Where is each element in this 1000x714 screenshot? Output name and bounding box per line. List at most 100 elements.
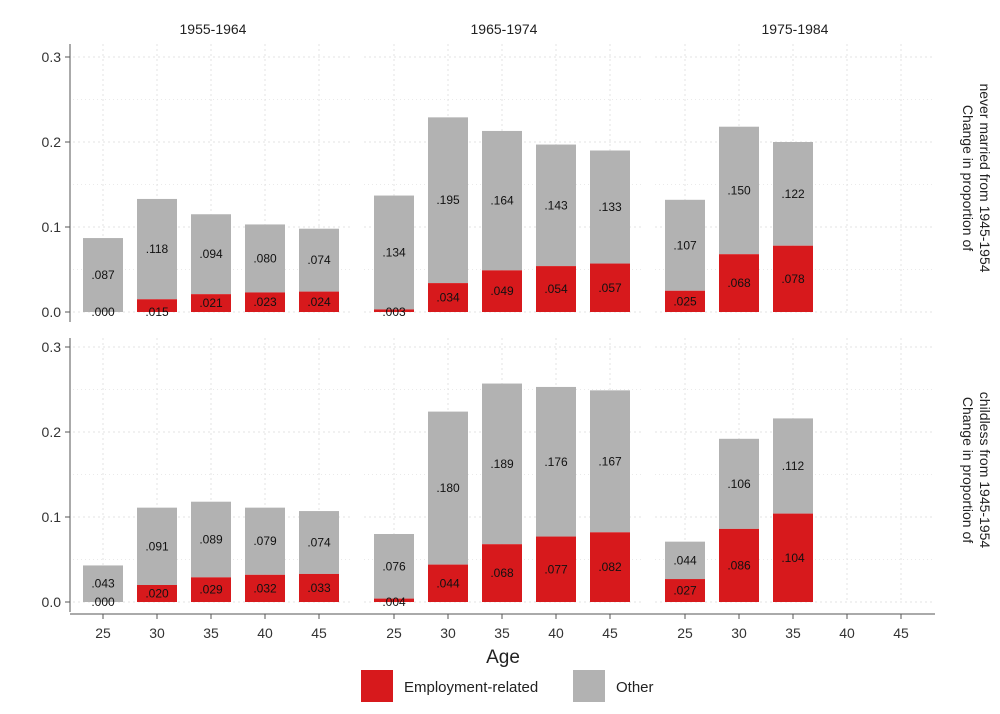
- data-label-other: .150: [727, 183, 751, 197]
- bar-segment-employment: [137, 585, 177, 602]
- y-axis-tick-label: 0.0: [42, 594, 62, 610]
- data-label-other: .044: [673, 553, 697, 567]
- data-label-other: .164: [490, 194, 514, 208]
- bar-segment-employment: [773, 513, 813, 602]
- data-label-other: .107: [673, 238, 697, 252]
- data-label-other: .118: [146, 242, 169, 256]
- bar-segment-other: [665, 199, 705, 291]
- data-label-other: .074: [307, 536, 331, 550]
- data-label-other: .134: [382, 246, 406, 260]
- data-label-employment: .020: [145, 587, 169, 601]
- facet-column-header: 1965-1974: [471, 21, 538, 37]
- data-label-other: .112: [782, 459, 805, 473]
- bar-segment-other: [299, 228, 339, 292]
- data-label-employment: .023: [253, 295, 277, 309]
- bar-segment-other: [374, 195, 414, 310]
- bar-segment-employment: [773, 245, 813, 312]
- data-label-employment: .024: [307, 295, 331, 309]
- bar-segment-other: [665, 541, 705, 580]
- x-axis-tick-label: 45: [893, 625, 909, 641]
- x-axis-tick-label: 30: [149, 625, 165, 641]
- data-label-other: .133: [598, 200, 622, 214]
- bar-segment-other: [482, 130, 522, 271]
- bar-segment-employment: [245, 292, 285, 312]
- data-label-other: .143: [544, 198, 568, 212]
- bar-segment-employment: [719, 254, 759, 312]
- data-label-employment: .004: [382, 595, 406, 609]
- data-label-employment: .021: [199, 296, 223, 310]
- data-label-other: .089: [199, 533, 223, 547]
- bar-segment-employment: [665, 290, 705, 312]
- bar-segment-employment: [719, 528, 759, 602]
- legend-label-other: Other: [616, 679, 654, 696]
- bar-segment-employment: [665, 579, 705, 602]
- bar-segment-employment: [536, 266, 576, 312]
- data-label-employment: .057: [598, 281, 622, 295]
- x-axis-tick-label: 25: [95, 625, 111, 641]
- x-axis-tick-label: 25: [677, 625, 693, 641]
- data-label-other: .195: [436, 193, 460, 207]
- data-label-other: .076: [382, 559, 406, 573]
- y-axis-tick-label: 0.1: [42, 219, 62, 235]
- legend-swatch-other: [573, 670, 605, 702]
- legend-label-employment: Employment-related: [404, 679, 538, 696]
- data-label-other: .106: [727, 477, 751, 491]
- facet-column-header: 1975-1984: [762, 21, 829, 37]
- bar-segment-employment: [137, 299, 177, 312]
- bar-segment-employment: [428, 564, 468, 602]
- data-label-employment: .044: [436, 576, 460, 590]
- bar-segment-other: [536, 386, 576, 537]
- bar-segment-employment: [590, 532, 630, 602]
- bar-segment-other: [83, 565, 123, 602]
- bar-segment-employment: [482, 270, 522, 312]
- bar-segment-other: [245, 507, 285, 575]
- data-label-employment: .025: [673, 294, 697, 308]
- facet-row-label: never married from 1945-1954: [977, 83, 993, 272]
- x-axis-tick-label: 35: [494, 625, 510, 641]
- y-axis-tick-label: 0.2: [42, 424, 62, 440]
- bar-segment-employment: [428, 283, 468, 312]
- x-axis-tick-label: 30: [731, 625, 747, 641]
- bar-segment-other: [428, 117, 468, 284]
- data-label-other: .176: [544, 455, 568, 469]
- bar-segment-employment: [536, 536, 576, 602]
- data-label-employment: .033: [307, 581, 331, 595]
- data-label-other: .087: [91, 268, 115, 282]
- facet-row-label: Change in proportion of: [960, 105, 976, 251]
- bar-segment-employment: [590, 263, 630, 312]
- bar-segment-other: [299, 511, 339, 574]
- bar-segment-employment: [299, 291, 339, 312]
- bar-segment-other: [374, 534, 414, 599]
- bar-segment-other: [191, 501, 231, 578]
- bar-segment-employment: [191, 294, 231, 312]
- facet-row-label: Change in proportion of: [960, 397, 976, 543]
- x-axis-tick-label: 40: [548, 625, 564, 641]
- x-axis-tick-label: 40: [839, 625, 855, 641]
- data-label-employment: .000: [91, 595, 115, 609]
- bar-segment-other: [191, 214, 231, 295]
- y-axis-tick-label: 0.3: [42, 339, 62, 355]
- bar-segment-employment: [191, 577, 231, 602]
- data-label-employment: .034: [436, 291, 460, 305]
- bar-segment-employment: [374, 309, 414, 312]
- bar-segment-employment: [299, 573, 339, 602]
- bar-segment-employment: [245, 574, 285, 602]
- x-axis-title: Age: [486, 647, 520, 668]
- bar-segment-employment: [482, 544, 522, 602]
- bar-segment-other: [482, 383, 522, 545]
- x-axis-tick-label: 30: [440, 625, 456, 641]
- data-label-employment: .003: [382, 305, 406, 319]
- bar-segment-other: [719, 126, 759, 255]
- data-label-employment: .027: [673, 584, 697, 598]
- data-label-other: .043: [91, 577, 115, 591]
- bar-segment-other: [137, 198, 177, 300]
- bar-segment-other: [773, 418, 813, 514]
- y-axis-tick-label: 0.0: [42, 304, 62, 320]
- data-label-other: .074: [307, 253, 331, 267]
- data-label-employment: .077: [544, 562, 568, 576]
- bar-segment-other: [245, 224, 285, 293]
- data-label-other: .091: [145, 539, 169, 553]
- data-label-employment: .104: [781, 551, 805, 565]
- x-axis-tick-label: 25: [386, 625, 402, 641]
- x-axis-tick-label: 35: [203, 625, 219, 641]
